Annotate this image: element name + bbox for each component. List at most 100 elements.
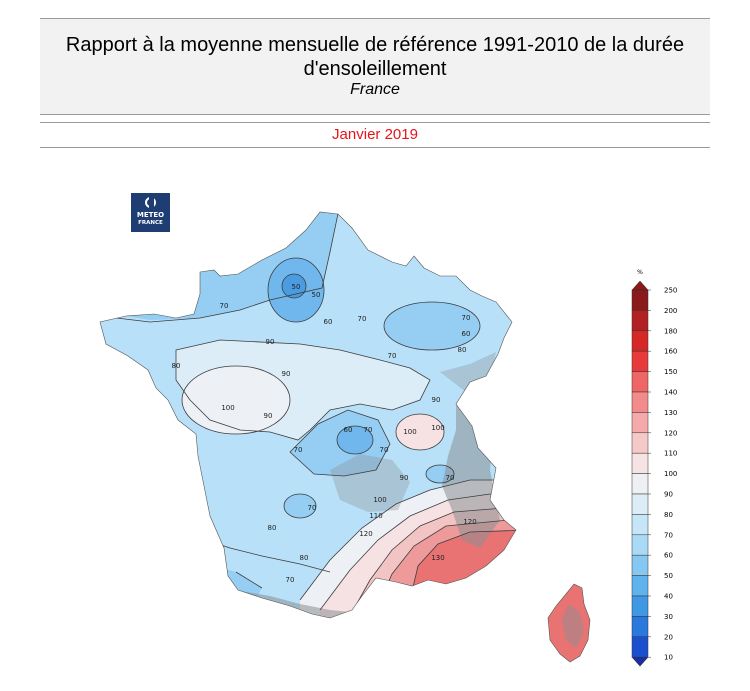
legend-tick-label: 130 bbox=[664, 409, 677, 417]
legend-swatch bbox=[631, 473, 649, 495]
contour-label: 130 bbox=[431, 554, 444, 562]
contour-label: 90 bbox=[266, 338, 275, 346]
contour-label: 100 bbox=[221, 404, 234, 412]
corsica-relief bbox=[562, 604, 584, 648]
corsica-island bbox=[547, 583, 591, 663]
period-label: Janvier 2019 bbox=[332, 126, 418, 143]
corsica bbox=[547, 583, 591, 663]
legend-swatch bbox=[631, 371, 649, 393]
contour-label: 70 bbox=[286, 576, 295, 584]
contour-label: 70 bbox=[462, 314, 471, 322]
contour-label: 70 bbox=[446, 474, 455, 482]
zone-under-50-north bbox=[282, 274, 306, 298]
title-block: Rapport à la moyenne mensuelle de référe… bbox=[40, 18, 710, 115]
contour-line-70-north bbox=[100, 212, 341, 323]
legend-tick-label: 10 bbox=[664, 654, 673, 662]
legend-swatch bbox=[631, 391, 649, 413]
contour-label: 70 bbox=[358, 315, 367, 323]
color-scale-legend: % 250 200 180 160 150 140 130 120 110 100 90 80 70 60… bbox=[631, 269, 677, 667]
contour-label: 60 bbox=[324, 318, 333, 326]
legend-tick-label: 80 bbox=[664, 511, 673, 519]
legend-tick-label: 110 bbox=[664, 450, 677, 458]
zone-60-70-south bbox=[284, 494, 316, 518]
contour-label: 110 bbox=[369, 512, 382, 520]
contour-label: 100 bbox=[431, 424, 444, 432]
contour-label: 80 bbox=[172, 362, 181, 370]
map-title-line2: d'ensoleillement bbox=[303, 58, 447, 80]
contour-line-60-north bbox=[267, 257, 325, 323]
contour-line-70-center bbox=[289, 409, 391, 477]
legend-tick-label: 50 bbox=[664, 572, 673, 580]
contour-label: 60 bbox=[344, 426, 353, 434]
legend-swatch bbox=[631, 310, 649, 332]
contour-line-110-south bbox=[349, 505, 516, 617]
legend-tick-label: 20 bbox=[664, 633, 673, 641]
map-subtitle: France bbox=[350, 81, 400, 98]
legend-unit: % bbox=[637, 269, 643, 276]
contour-label: 80 bbox=[300, 554, 309, 562]
contour-label: 70 bbox=[294, 446, 303, 454]
contour-line-70-south bbox=[283, 493, 317, 519]
zone-50-60-center bbox=[337, 426, 373, 454]
legend-tick-label: 250 bbox=[664, 287, 677, 295]
relief-massif-central bbox=[330, 454, 410, 512]
map-title: Rapport à la moyenne mensuelle de référe… bbox=[40, 33, 710, 81]
contour-label: 70 bbox=[220, 302, 229, 310]
contour-line-100-south bbox=[319, 493, 516, 611]
france-outline bbox=[99, 211, 517, 619]
contour-label: 70 bbox=[380, 446, 389, 454]
legend-tick-label: 180 bbox=[664, 327, 677, 335]
contour-label: 50 bbox=[292, 283, 301, 291]
legend-arrow-down-icon bbox=[631, 656, 649, 667]
contour-line-130-south bbox=[409, 529, 516, 601]
legend-swatch bbox=[631, 350, 649, 372]
map-title-line1: Rapport à la moyenne mensuelle de référe… bbox=[65, 34, 685, 56]
legend-tick-label: 200 bbox=[664, 307, 677, 315]
legend-swatch bbox=[631, 636, 649, 658]
contour-line-60-center bbox=[336, 425, 374, 455]
contour-label: 90 bbox=[264, 412, 273, 420]
date-block: Janvier 2019 bbox=[40, 122, 710, 148]
legend-swatch bbox=[631, 616, 649, 638]
contour-line-70-alps bbox=[425, 464, 455, 484]
legend-swatch bbox=[631, 575, 649, 597]
legend-swatch bbox=[631, 412, 649, 434]
contour-label: 90 bbox=[400, 474, 409, 482]
legend-swatch bbox=[631, 514, 649, 536]
legend-tick-label: 30 bbox=[664, 613, 673, 621]
contour-label: 70 bbox=[364, 426, 373, 434]
contour-label: 70 bbox=[308, 504, 317, 512]
contour-label: 90 bbox=[432, 396, 441, 404]
legend-tick-label: 160 bbox=[664, 348, 677, 356]
contour-label: 120 bbox=[359, 530, 372, 538]
legend-swatch bbox=[631, 330, 649, 352]
contour-label: 60 bbox=[462, 330, 471, 338]
contour-line-70-east bbox=[383, 301, 481, 351]
legend-swatch bbox=[631, 289, 649, 311]
legend-swatch bbox=[631, 595, 649, 617]
contour-line-90-south bbox=[299, 479, 516, 601]
legend-tick-label: 100 bbox=[664, 470, 677, 478]
legend-swatch bbox=[631, 493, 649, 515]
contour-lines bbox=[100, 212, 516, 617]
logo-mark-icon bbox=[145, 197, 156, 208]
legend-tick-label: 60 bbox=[664, 552, 673, 560]
legend-tick-label: 40 bbox=[664, 593, 673, 601]
contour-label: 120 bbox=[463, 518, 476, 526]
zone-60-70-east bbox=[384, 302, 480, 350]
zone-100-110-lyon bbox=[396, 414, 444, 450]
legend-swatch bbox=[631, 432, 649, 454]
contour-line-70-southwest bbox=[235, 571, 263, 589]
contour-label: 50 bbox=[312, 291, 321, 299]
contour-line-80-center bbox=[175, 339, 431, 441]
contour-label: 80 bbox=[268, 524, 277, 532]
legend-arrow-up-icon bbox=[631, 280, 649, 291]
contour-label: 100 bbox=[373, 496, 386, 504]
contour-line-50-north bbox=[281, 273, 307, 299]
legend-swatch bbox=[631, 534, 649, 556]
legend-swatch bbox=[631, 554, 649, 576]
contour-label: 100 bbox=[403, 428, 416, 436]
contour-label: 70 bbox=[388, 352, 397, 360]
contour-label: 90 bbox=[282, 370, 291, 378]
